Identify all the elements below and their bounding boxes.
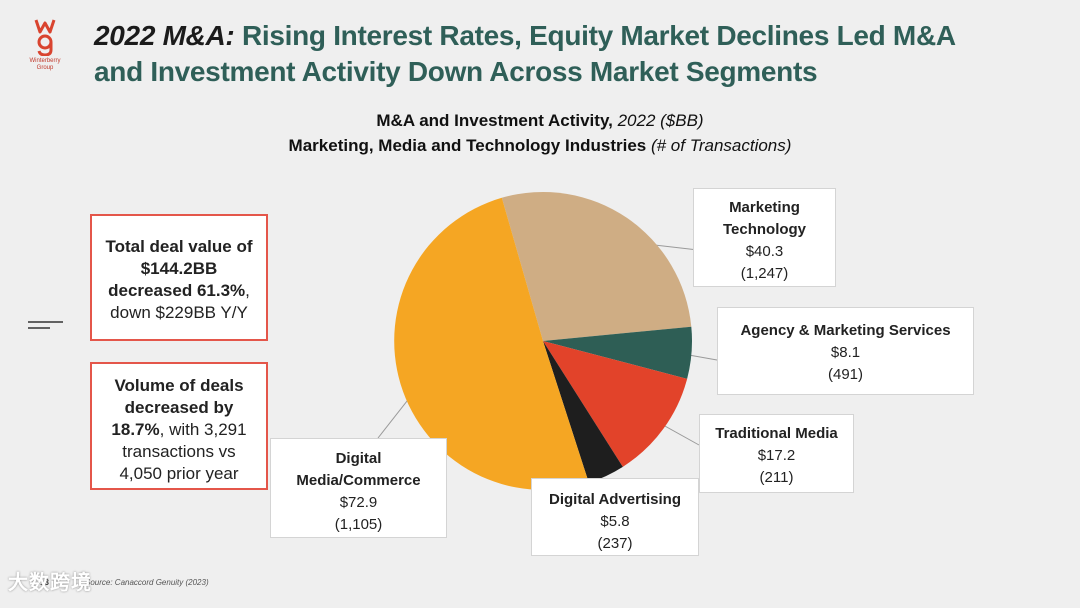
page-title: 2022 M&A: Rising Interest Rates, Equity … — [94, 18, 1054, 90]
label-ams-value: $8.1 — [830, 344, 861, 361]
label-mt-name-2: Technology — [722, 221, 807, 238]
page-number: 13 — [40, 578, 49, 587]
label-ams-name: Agency & Marketing Services — [740, 322, 951, 339]
logo-caption-2: Group — [36, 65, 54, 71]
chart-subtitle: Marketing, Media and Technology Industri… — [200, 136, 880, 156]
volume-line-5: 4,050 prior year — [119, 464, 239, 483]
label-dmc-value: $72.9 — [339, 494, 378, 511]
label-da-value: $5.8 — [600, 513, 630, 530]
chart-title-italic: 2022 ($BB) — [617, 111, 704, 130]
label-dmc-name-2: Media/Commerce — [296, 472, 421, 489]
label-da-transactions: (237) — [597, 535, 633, 552]
label-dmc-transactions: (1,105) — [334, 516, 383, 533]
logo-caption-1: Winterberry — [29, 58, 61, 64]
slice-digital-advertising — [543, 341, 623, 483]
chart-subtitle-bold: Marketing, Media and Technology Industri… — [288, 136, 647, 155]
deal-value-change: down $229BB Y/Y — [110, 303, 248, 322]
label-digital-advertising: Digital Advertising $5.8 (237) — [531, 478, 699, 556]
volume-transactions: , with 3,291 — [159, 420, 247, 439]
volume-line-4: transactions vs — [122, 442, 236, 461]
menu-lines-icon — [28, 321, 63, 329]
slice-marketing-technology — [501, 191, 692, 341]
volume-percent: 18.7% — [111, 420, 160, 439]
deal-value-callout: Total deal value of $144.2BB decreased 6… — [90, 214, 268, 341]
chart-title-bold: M&A and Investment Activity, — [376, 111, 613, 130]
winterberry-logo: Winterberry Group — [22, 18, 68, 72]
chart-title: M&A and Investment Activity, 2022 ($BB) — [200, 111, 880, 131]
logo-caption: Winterberry Group — [22, 58, 68, 72]
volume-callout: Volume of deals decreased by 18.7%, with… — [90, 362, 268, 490]
label-mt-value: $40.3 — [745, 243, 784, 260]
title-line-2: and Investment Activity Down Across Mark… — [94, 56, 818, 87]
label-traditional-media: Traditional Media $17.2 (211) — [699, 414, 854, 493]
watermark: 大数跨境 — [8, 572, 92, 594]
deal-value-comma: , — [245, 281, 250, 300]
title-line-1: Rising Interest Rates, Equity Market Dec… — [241, 20, 956, 51]
volume-line-1: Volume of deals — [114, 376, 244, 395]
deal-value-amount: $144.2BB — [140, 259, 218, 278]
deal-value-decrease: decreased 61.3% — [108, 281, 246, 300]
slice-agency-marketing-services — [543, 326, 692, 379]
slice-traditional-media — [543, 341, 688, 467]
label-mt-transactions: (1,247) — [740, 265, 789, 282]
label-ams-transactions: (491) — [827, 366, 864, 383]
label-tm-name: Traditional Media — [715, 425, 838, 442]
label-marketing-technology: Marketing Technology $40.3 (1,247) — [693, 188, 836, 287]
wg-logo-icon — [34, 19, 56, 56]
label-agency-marketing-services: Agency & Marketing Services $8.1 (491) — [717, 307, 974, 395]
pie-slices — [394, 191, 692, 490]
label-digital-media-commerce: Digital Media/Commerce $72.9 (1,105) — [270, 438, 447, 538]
slice-digital-media-commerce — [394, 197, 589, 490]
label-mt-name-1: Marketing — [729, 199, 800, 216]
label-tm-value: $17.2 — [757, 447, 796, 464]
chart-subtitle-italic: (# of Transactions) — [650, 136, 792, 155]
volume-line-2: decreased by — [124, 398, 234, 417]
label-da-name: Digital Advertising — [549, 491, 681, 508]
title-lead: 2022 M&A: — [94, 20, 235, 51]
label-dmc-name-1: Digital — [335, 450, 382, 467]
source-note: Source: Canaccord Genuity (2023) — [85, 578, 209, 587]
deal-value-line-1: Total deal value of — [105, 237, 253, 256]
label-tm-transactions: (211) — [759, 469, 794, 486]
